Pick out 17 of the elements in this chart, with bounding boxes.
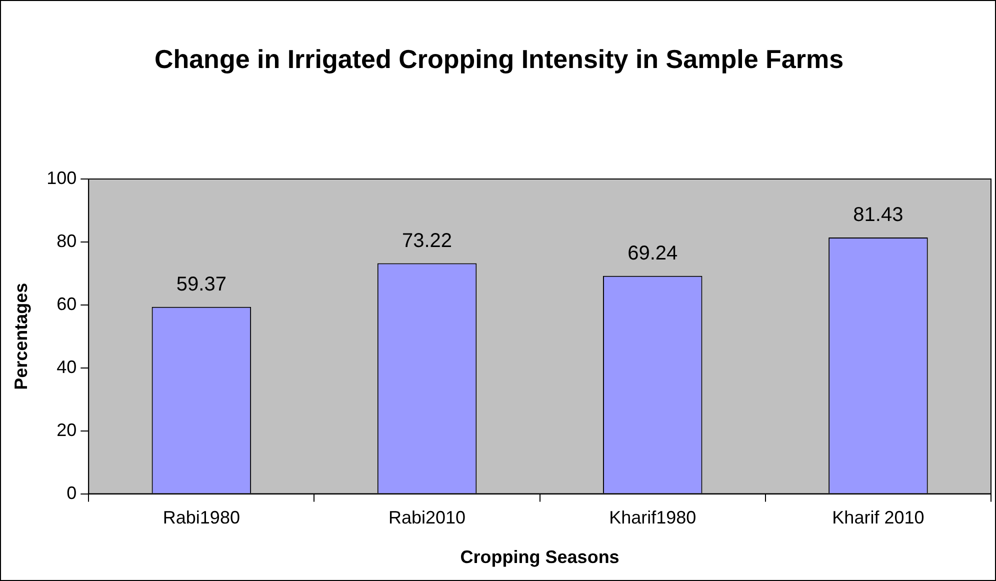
- y-tick-label: 20: [56, 420, 77, 440]
- data-label: 69.24: [628, 242, 678, 264]
- y-tick-label: 40: [56, 356, 77, 377]
- x-tick-label: Rabi2010: [388, 508, 466, 528]
- data-label: 59.37: [176, 273, 226, 296]
- y-tick-label: 0: [66, 482, 77, 503]
- x-axis-title: Cropping Seasons: [460, 547, 620, 568]
- chart-title: Change in Irrigated Cropping Intensity in Sample Farms: [153, 43, 845, 76]
- y-tick-label: 60: [56, 294, 77, 314]
- x-tick-label: Rabi1980: [162, 508, 240, 528]
- y-tick-label: 100: [46, 168, 77, 188]
- data-label: 81.43: [853, 204, 904, 226]
- y-axis-title: Percentages: [10, 282, 31, 390]
- y-tick-label: 80: [56, 230, 77, 251]
- data-label: 73.22: [402, 230, 452, 252]
- x-tick-label: Kharif1980: [609, 508, 696, 528]
- x-tick-label: Kharif 2010: [832, 508, 924, 528]
